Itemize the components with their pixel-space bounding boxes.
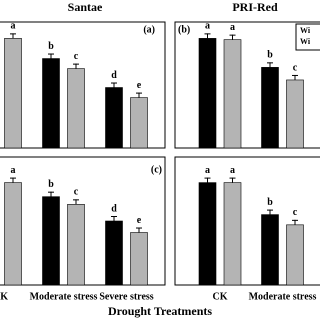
error-bar — [138, 227, 140, 233]
error-bar — [269, 209, 271, 215]
bar — [42, 196, 60, 286]
legend-label: Wi — [300, 26, 311, 35]
error-bar — [232, 177, 233, 183]
bar — [223, 39, 242, 149]
error-bar — [113, 82, 115, 88]
error-bar — [207, 177, 208, 183]
bar — [198, 38, 217, 149]
panel-label: (b) — [178, 24, 190, 35]
error-cap — [267, 62, 273, 64]
significance-letter: e — [137, 80, 142, 91]
error-cap — [136, 92, 142, 94]
significance-letter: a — [11, 21, 16, 32]
significance-letter: b — [267, 50, 273, 61]
bar — [4, 38, 22, 149]
significance-letter: a — [205, 165, 210, 176]
error-cap — [10, 177, 16, 179]
significance-letter: c — [293, 207, 298, 218]
bar — [286, 224, 304, 286]
significance-letter: b — [48, 179, 54, 190]
error-cap — [292, 74, 298, 76]
error-bar — [113, 216, 115, 221]
error-cap — [204, 177, 211, 179]
significance-letter: a — [205, 21, 210, 32]
panel-title: Santae — [68, 0, 103, 14]
error-bar — [75, 199, 77, 205]
error-bar — [12, 33, 14, 39]
error-bar — [50, 53, 52, 59]
panel-title: PRI-Red — [232, 0, 278, 14]
bar — [130, 97, 148, 149]
significance-letter: a — [11, 165, 16, 176]
significance-letter: c — [293, 62, 298, 73]
significance-letter: d — [111, 203, 117, 214]
panel-label: (c) — [151, 164, 162, 175]
error-cap — [48, 53, 54, 55]
error-cap — [267, 209, 273, 211]
error-cap — [111, 216, 117, 217]
error-cap — [73, 199, 79, 201]
bar — [67, 204, 85, 286]
error-bar — [207, 33, 208, 39]
error-bar — [12, 177, 14, 183]
significance-letter: d — [111, 70, 117, 81]
legend-label: Wi — [300, 37, 311, 46]
x-tick-label: Moderate stress — [249, 291, 317, 302]
significance-letter: c — [74, 51, 79, 62]
error-cap — [292, 219, 298, 221]
bar — [286, 79, 304, 149]
legend-box — [295, 23, 320, 51]
bar — [223, 182, 242, 286]
error-bar — [50, 191, 52, 197]
error-bar — [294, 219, 296, 225]
bar — [130, 232, 148, 286]
panel-label: (a) — [143, 24, 155, 35]
significance-letter: b — [267, 197, 273, 208]
significance-letter: a — [230, 22, 235, 33]
error-bar — [138, 92, 140, 98]
error-cap — [48, 191, 54, 193]
bar — [198, 182, 217, 286]
error-cap — [10, 33, 16, 35]
error-cap — [73, 63, 79, 65]
bar — [105, 220, 123, 286]
x-tick-label: CK — [213, 291, 228, 302]
x-axis-title: Drought Treatments — [108, 304, 212, 318]
significance-letter: e — [137, 215, 142, 226]
panel-frame — [174, 21, 320, 149]
x-tick-label: Moderate stress — [30, 291, 98, 302]
error-cap — [229, 34, 236, 36]
x-tick-label: Severe stress — [99, 291, 153, 302]
bar — [67, 68, 85, 149]
significance-letter: b — [48, 41, 54, 52]
bar — [261, 214, 279, 286]
error-cap — [111, 82, 117, 84]
error-bar — [294, 74, 296, 80]
bar — [4, 182, 22, 286]
error-cap — [136, 227, 142, 229]
bar — [105, 87, 123, 149]
significance-letter: c — [74, 187, 79, 198]
error-cap — [204, 33, 211, 35]
error-bar — [269, 62, 271, 68]
error-cap — [229, 177, 236, 179]
bar — [42, 58, 60, 149]
x-tick-label: CK — [0, 291, 8, 302]
error-bar — [75, 63, 77, 69]
error-bar — [232, 34, 233, 40]
significance-letter: a — [230, 165, 235, 176]
panel-frame — [174, 156, 320, 286]
bar — [261, 67, 279, 149]
